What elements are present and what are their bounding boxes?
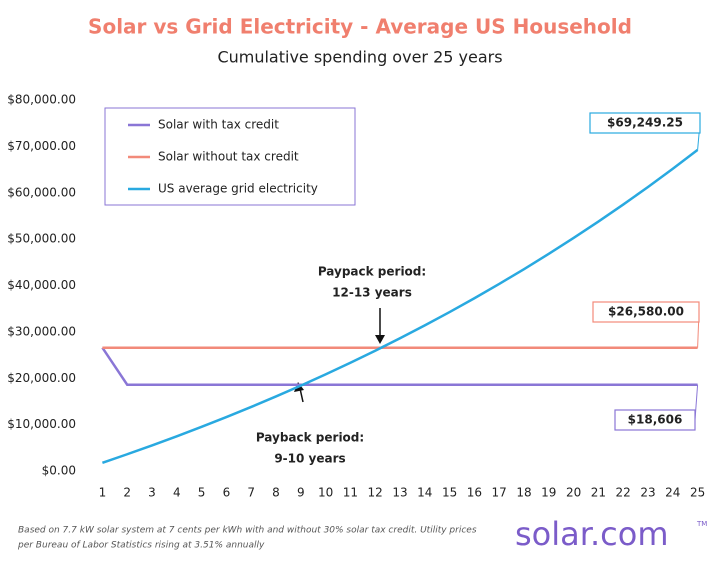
x-tick-label: 14	[417, 486, 432, 500]
x-tick-label: 1	[99, 486, 107, 500]
value-label: $18,606	[628, 413, 683, 427]
x-tick-label: 7	[247, 486, 255, 500]
chart-title: Solar vs Grid Electricity - Average US H…	[88, 15, 632, 39]
y-tick-label: $60,000.00	[7, 185, 76, 199]
series-line	[101, 347, 698, 386]
x-tick-label: 21	[591, 486, 606, 500]
y-tick-label: $80,000.00	[7, 93, 76, 107]
y-tick-label: $30,000.00	[7, 324, 76, 338]
x-tick-label: 18	[516, 486, 531, 500]
x-tick-label: 8	[272, 486, 280, 500]
value-label-box	[589, 112, 701, 134]
value-label: $69,249.25	[607, 116, 683, 130]
annotation-arrowhead	[375, 335, 385, 344]
legend-label: Solar with tax credit	[158, 118, 279, 132]
x-tick-label: 6	[223, 486, 231, 500]
value-label-box	[614, 409, 696, 431]
x-tick-label: 16	[467, 486, 482, 500]
y-tick-label: $40,000.00	[7, 278, 76, 292]
logo-mark: TM	[696, 520, 707, 528]
y-tick-label: $70,000.00	[7, 139, 76, 153]
x-tick-label: 12	[368, 486, 383, 500]
y-tick-label: $50,000.00	[7, 232, 76, 246]
annotation: 9-10 years	[274, 452, 345, 466]
x-tick-label: 24	[665, 486, 680, 500]
x-tick-label: 15	[442, 486, 457, 500]
annotation: Payback period:	[256, 431, 364, 445]
x-tick-label: 23	[640, 486, 655, 500]
value-label: $26,580.00	[608, 305, 684, 319]
x-tick-label: 20	[566, 486, 581, 500]
value-label-box	[592, 301, 700, 323]
footnote: per Bureau of Labor Statistics rising at…	[17, 541, 265, 551]
series-line	[101, 148, 699, 464]
x-tick-label: 2	[123, 486, 131, 500]
x-tick-label: 25	[690, 486, 705, 500]
x-tick-label: 22	[616, 486, 631, 500]
y-tick-label: $20,000.00	[7, 371, 76, 385]
x-tick-label: 4	[173, 486, 181, 500]
x-tick-label: 5	[198, 486, 206, 500]
x-tick-label: 19	[541, 486, 556, 500]
x-tick-label: 9	[297, 486, 305, 500]
x-tick-label: 3	[148, 486, 156, 500]
annotation: Paypack period:	[318, 265, 426, 279]
chart-subtitle: Cumulative spending over 25 years	[217, 48, 502, 67]
x-tick-label: 17	[492, 486, 507, 500]
legend-label: US average grid electricity	[158, 182, 318, 196]
annotation: 12-13 years	[332, 286, 412, 300]
y-tick-label: $10,000.00	[7, 417, 76, 431]
x-tick-label: 10	[318, 486, 333, 500]
y-tick-label: $0.00	[42, 464, 76, 478]
footnote: Based on 7.7 kW solar system at 7 cents …	[18, 526, 477, 536]
x-tick-label: 11	[343, 486, 358, 500]
legend-label: Solar without tax credit	[158, 150, 299, 164]
logo: solar.com	[515, 515, 668, 553]
x-tick-label: 13	[392, 486, 407, 500]
